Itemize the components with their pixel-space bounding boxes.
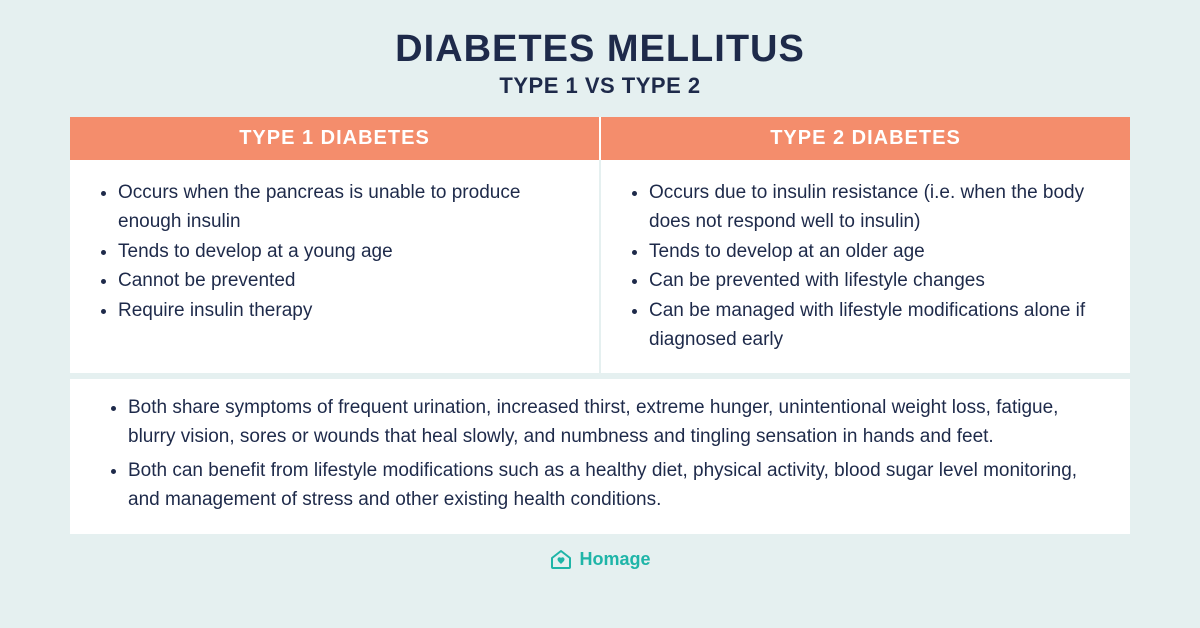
- table-body-row: Occurs when the pancreas is unable to pr…: [70, 160, 1130, 373]
- table-header-row: TYPE 1 DIABETES TYPE 2 DIABETES: [70, 117, 1130, 160]
- list-item: Both share symptoms of frequent urinatio…: [128, 393, 1102, 452]
- list-item: Require insulin therapy: [118, 296, 577, 325]
- home-heart-icon: [549, 548, 573, 570]
- shared-characteristics: Both share symptoms of frequent urinatio…: [70, 373, 1130, 535]
- column-header-type2: TYPE 2 DIABETES: [601, 117, 1130, 160]
- column-header-type1: TYPE 1 DIABETES: [70, 117, 601, 160]
- page-subtitle: TYPE 1 VS TYPE 2: [499, 73, 700, 99]
- list-item: Can be prevented with lifestyle changes: [649, 266, 1108, 295]
- list-item: Tends to develop at an older age: [649, 237, 1108, 266]
- list-item: Can be managed with lifestyle modificati…: [649, 296, 1108, 355]
- page-title: DIABETES MELLITUS: [395, 28, 805, 71]
- brand-name: Homage: [579, 549, 650, 570]
- list-item: Cannot be prevented: [118, 266, 577, 295]
- list-item: Occurs due to insulin resistance (i.e. w…: [649, 178, 1108, 237]
- list-item: Both can benefit from lifestyle modifica…: [128, 456, 1102, 515]
- list-item: Occurs when the pancreas is unable to pr…: [118, 178, 577, 237]
- list-item: Tends to develop at a young age: [118, 237, 577, 266]
- column-cell-type2: Occurs due to insulin resistance (i.e. w…: [601, 160, 1130, 373]
- brand-logo: Homage: [549, 548, 650, 570]
- column-cell-type1: Occurs when the pancreas is unable to pr…: [70, 160, 601, 373]
- comparison-table: TYPE 1 DIABETES TYPE 2 DIABETES Occurs w…: [70, 117, 1130, 534]
